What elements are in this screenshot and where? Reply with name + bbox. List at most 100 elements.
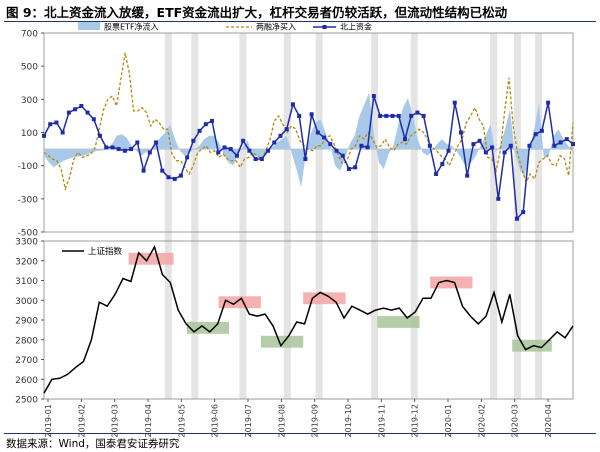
legend-margin-label: 两融净买入: [256, 22, 296, 32]
shade-band-6: [410, 33, 418, 399]
northbound-point-40: [290, 102, 295, 107]
top-ytick-label-1: 500: [21, 63, 38, 73]
northbound-point-76: [514, 216, 519, 221]
northbound-point-23: [185, 155, 190, 160]
northbound-point-5: [73, 107, 78, 112]
northbound-point-45: [322, 135, 327, 140]
northbound-point-50: [353, 165, 358, 170]
shade-band-4: [315, 33, 323, 399]
xtick-label-13: 2020-02: [477, 404, 486, 437]
legend-etf-label: 股票ETF净流入: [104, 22, 159, 32]
northbound-point-79: [533, 132, 538, 137]
xtick-label-15: 2020-04: [544, 404, 553, 437]
northbound-point-39: [284, 127, 289, 132]
xtick-label-5: 2019-06: [211, 404, 220, 437]
northbound-point-60: [415, 110, 420, 115]
northbound-point-64: [440, 162, 445, 167]
northbound-point-69: [471, 142, 476, 147]
northbound-point-59: [409, 113, 414, 118]
bottom-ytick-label-7: 2600: [15, 376, 38, 386]
shade-band-1: [191, 33, 199, 399]
northbound-point-17: [147, 150, 152, 155]
northbound-point-52: [365, 145, 370, 150]
northbound-point-35: [259, 157, 264, 162]
bottom-ytick-label-6: 2700: [15, 356, 38, 366]
green-highlight-box-5: [260, 335, 304, 348]
northbound-point-36: [266, 148, 271, 153]
legend-northbound-marker: [322, 25, 327, 29]
bottom-ytick-label-2: 3100: [15, 277, 38, 287]
northbound-point-34: [253, 157, 258, 162]
northbound-point-56: [390, 113, 395, 118]
northbound-point-80: [539, 128, 544, 133]
northbound-point-65: [446, 148, 451, 153]
northbound-point-73: [496, 196, 501, 201]
northbound-point-51: [359, 143, 364, 148]
northbound-point-28: [216, 150, 221, 155]
northbound-point-81: [546, 100, 551, 105]
northbound-point-13: [122, 148, 127, 153]
northbound-point-15: [135, 140, 140, 145]
bottom-legend: 上证指数: [62, 246, 123, 257]
xtick-label-1: 2019-02: [77, 404, 86, 437]
series-margin-line: [43, 52, 574, 192]
x-axis: 2019-01 2019-02 2019-03 2019-04 2019-05 2019-…: [44, 399, 553, 437]
northbound-point-84: [564, 137, 569, 142]
xtick-label-4: 2019-05: [177, 404, 186, 437]
legend-index-label: 上证指数: [88, 246, 123, 257]
northbound-point-38: [278, 133, 283, 138]
northbound-point-4: [66, 110, 71, 115]
northbound-point-21: [172, 176, 177, 181]
bottom-ytick-label-5: 2800: [15, 336, 38, 346]
xtick-label-9: 2019-10: [344, 404, 353, 437]
legend-etf-swatch: [78, 22, 100, 30]
northbound-point-68: [465, 173, 470, 178]
northbound-point-85: [571, 142, 575, 147]
northbound-point-58: [402, 137, 407, 142]
shaded-periods: [164, 33, 543, 399]
bottom-ytick-label-4: 2900: [15, 317, 38, 327]
northbound-point-24: [191, 138, 196, 143]
northbound-point-67: [458, 130, 463, 135]
northbound-point-57: [396, 113, 401, 118]
xtick-label-2: 2019-03: [111, 404, 120, 437]
shade-band-7: [490, 33, 498, 399]
data-source-note: 数据来源：Wind，国泰君安证券研究: [6, 438, 180, 450]
xtick-label-6: 2019-07: [244, 404, 253, 437]
northbound-point-37: [272, 140, 277, 145]
top-legend: 股票ETF净流入 两融净买入 北上资金: [78, 22, 372, 32]
northbound-point-19: [160, 168, 165, 173]
red-highlight-box-3: [430, 276, 473, 289]
northbound-point-71: [483, 150, 488, 155]
northbound-point-83: [558, 140, 563, 145]
bottom-panel: 3300 3200 3100 3000 2900 2800 2700 2600 2500: [15, 238, 574, 406]
northbound-point-74: [502, 150, 507, 155]
bottom-ytick-label-1: 3200: [15, 257, 38, 267]
red-highlight-box-2: [303, 292, 346, 305]
top-ytick-label-3: 100: [21, 129, 38, 139]
northbound-point-54: [378, 113, 383, 118]
red-highlight-box-1: [218, 296, 261, 309]
bottom-ytick-label-0: 3300: [15, 238, 38, 248]
northbound-point-22: [178, 173, 183, 178]
northbound-point-2: [54, 120, 59, 125]
shade-band-5: [371, 33, 379, 399]
northbound-point-82: [552, 143, 557, 148]
northbound-point-30: [228, 147, 233, 152]
green-highlight-box-4: [186, 321, 230, 334]
northbound-point-49: [346, 166, 351, 171]
xtick-label-10: 2019-11: [377, 404, 386, 437]
xtick-label-7: 2019-08: [277, 404, 286, 437]
series-index-line: [43, 244, 574, 394]
northbound-point-25: [197, 128, 202, 133]
northbound-point-7: [85, 110, 90, 115]
northbound-point-53: [371, 94, 376, 99]
shade-band-0: [164, 33, 172, 399]
northbound-point-11: [110, 145, 115, 150]
legend-northbound-label: 北上资金: [340, 22, 372, 32]
northbound-point-33: [247, 148, 252, 153]
northbound-point-12: [116, 147, 121, 152]
northbound-point-78: [527, 143, 532, 148]
northbound-point-75: [508, 143, 513, 148]
